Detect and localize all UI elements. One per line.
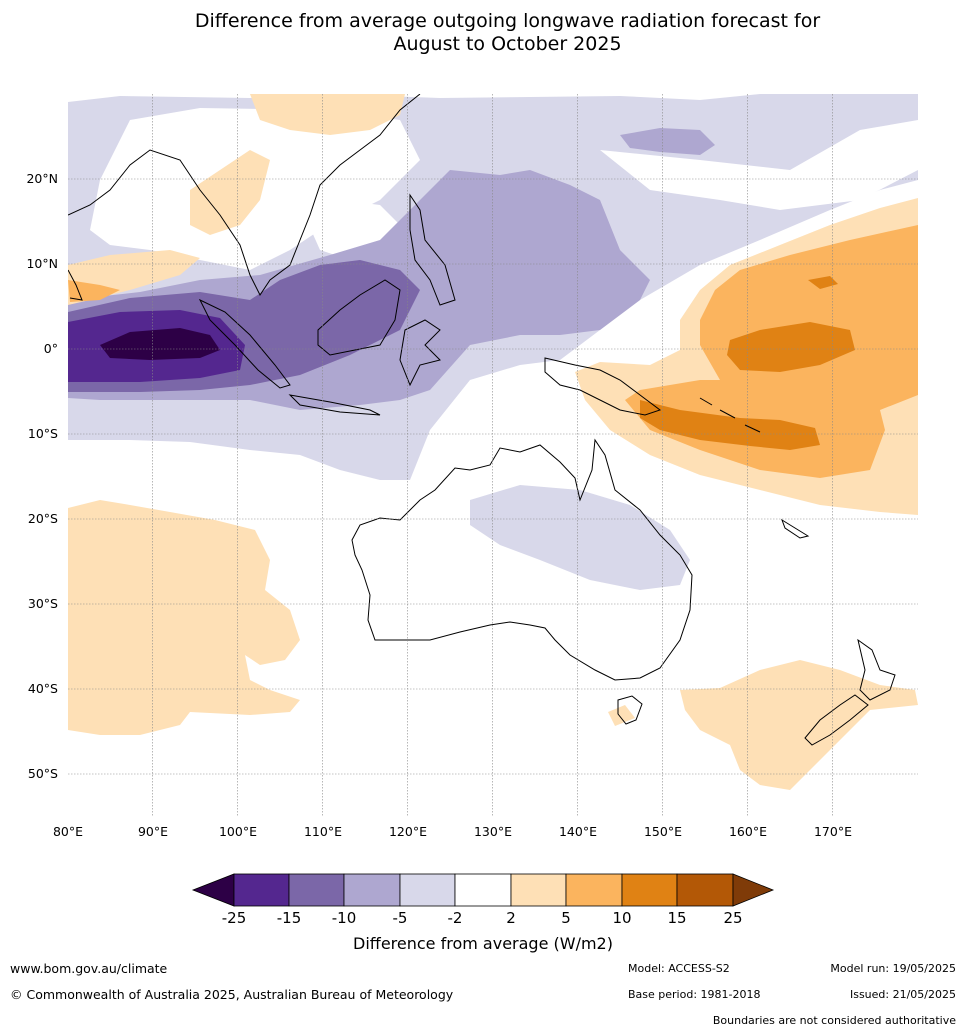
footer-base-period: Base period: 1981-2018 — [628, 988, 761, 1001]
coastline-australia — [351, 438, 693, 681]
lat-tick-40s: 40°S — [28, 681, 58, 696]
coastline-java — [288, 394, 381, 416]
lon-tick-170e: 170°E — [814, 824, 852, 839]
map-figure: 20°N 10°N 0° 10°S 20°S 30°S 40°S 50°S 80… — [26, 94, 918, 953]
anomaly-patch-weak-positive-china — [250, 94, 405, 135]
title-line-1: Difference from average outgoing longwav… — [194, 10, 821, 32]
coastline-tasmania — [617, 695, 643, 725]
colorbar-swatch-3 — [343, 873, 401, 907]
lat-tick-0: 0° — [44, 341, 58, 356]
lon-tick-100e: 100°E — [219, 824, 257, 839]
neutral-north-pacific — [600, 120, 918, 210]
lon-tick-150e: 150°E — [644, 824, 682, 839]
footer-copyright: © Commonwealth of Australia 2025, Austra… — [10, 987, 454, 1002]
colorbar-tick-labels: -25 -15 -10 -5 -2 2 5 10 15 25 — [222, 909, 743, 927]
colorbar-swatch-4 — [399, 873, 456, 907]
colorbar-tick-8: 15 — [667, 909, 686, 927]
coastline-new-guinea — [544, 357, 662, 416]
coastline-borneo — [317, 279, 401, 356]
colorbar-tick-1: -15 — [277, 909, 302, 927]
coastline-new-zealand-north — [857, 638, 896, 701]
footer-url: www.bom.gov.au/climate — [10, 961, 168, 976]
colorbar-swatch-9 — [676, 873, 734, 907]
colorbar-tick-9: 25 — [723, 909, 742, 927]
lat-tick-10s: 10°S — [28, 426, 58, 441]
lon-tick-80e: 80°E — [53, 824, 83, 839]
graticule — [68, 94, 918, 816]
lon-tick-160e: 160°E — [729, 824, 767, 839]
colorbar-tick-0: -25 — [222, 909, 247, 927]
colorbar-swatch-6 — [510, 873, 567, 907]
lat-tick-10n: 10°N — [26, 256, 58, 271]
map-panel — [68, 94, 918, 816]
footer-model: Model: ACCESS-S2 — [628, 962, 730, 975]
footer-issued: Issued: 21/05/2025 — [849, 988, 956, 1001]
anomaly-patch-weak-positive-indochina — [190, 150, 270, 235]
coastline-sri-lanka — [68, 269, 83, 301]
colorbar-title: Difference from average (W/m2) — [353, 934, 613, 953]
colorbar-swatch-5 — [454, 873, 512, 907]
lat-tick-50s: 50°S — [28, 766, 58, 781]
map-title: Difference from average outgoing longwav… — [0, 10, 965, 56]
anomaly-patch-weak-negative-australia — [470, 485, 690, 590]
anomaly-core-strong-positive-melanesia — [640, 400, 820, 450]
anomaly-patch-strong-positive-small — [808, 276, 838, 289]
lon-tick-90e: 90°E — [138, 824, 168, 839]
lon-tick-labels: 80°E 90°E 100°E 110°E 120°E 130°E 140°E … — [53, 824, 852, 839]
colorbar-swatch-7 — [565, 873, 623, 907]
title-line-2: August to October 2025 — [393, 33, 622, 55]
anomaly-patch-weak-positive-tasmania-south — [608, 705, 635, 726]
coastline-solomon-islands — [699, 397, 761, 433]
coastline-new-caledonia — [781, 518, 810, 539]
lon-tick-140e: 140°E — [559, 824, 597, 839]
footer-model-run: Model run: 19/05/2025 — [830, 962, 956, 975]
coastline-new-zealand-south — [804, 694, 869, 746]
colorbar — [191, 873, 775, 907]
colorbar-tick-3: -5 — [393, 909, 408, 927]
lat-tick-20s: 20°S — [28, 511, 58, 526]
lat-tick-labels: 20°N 10°N 0° 10°S 20°S 30°S 40°S 50°S — [26, 171, 58, 781]
coastline-philippines — [409, 193, 456, 306]
colorbar-tick-5: 2 — [506, 909, 516, 927]
anomaly-core-extreme-negative — [100, 328, 220, 360]
anomaly-band-weak-positive-southern-indian-ocean — [68, 500, 300, 735]
colorbar-tick-4: -2 — [448, 909, 463, 927]
colorbar-tick-2: -10 — [332, 909, 357, 927]
colorbar-swatch-8 — [621, 873, 678, 907]
footer-disclaimer: Boundaries are not considered authoritat… — [712, 1014, 956, 1027]
anomaly-core-strong-positive-equatorial — [727, 322, 855, 372]
coastline-asia-mainland — [68, 94, 421, 296]
colorbar-swatch-2 — [288, 873, 345, 907]
lon-tick-130e: 130°E — [474, 824, 512, 839]
anomaly-patch-moderate-negative-north — [620, 128, 715, 155]
anomaly-band-weak-positive-tasman — [680, 660, 918, 790]
lat-tick-20n: 20°N — [26, 171, 58, 186]
lat-tick-30s: 30°S — [28, 596, 58, 611]
colorbar-extend-low — [191, 873, 235, 907]
colorbar-tick-6: 5 — [561, 909, 571, 927]
colorbar-tick-7: 10 — [612, 909, 631, 927]
coastline-sulawesi — [399, 319, 441, 387]
lon-tick-120e: 120°E — [389, 824, 427, 839]
lon-tick-110e: 110°E — [304, 824, 342, 839]
colorbar-swatch-1 — [233, 873, 290, 907]
colorbar-extend-high — [732, 873, 775, 907]
